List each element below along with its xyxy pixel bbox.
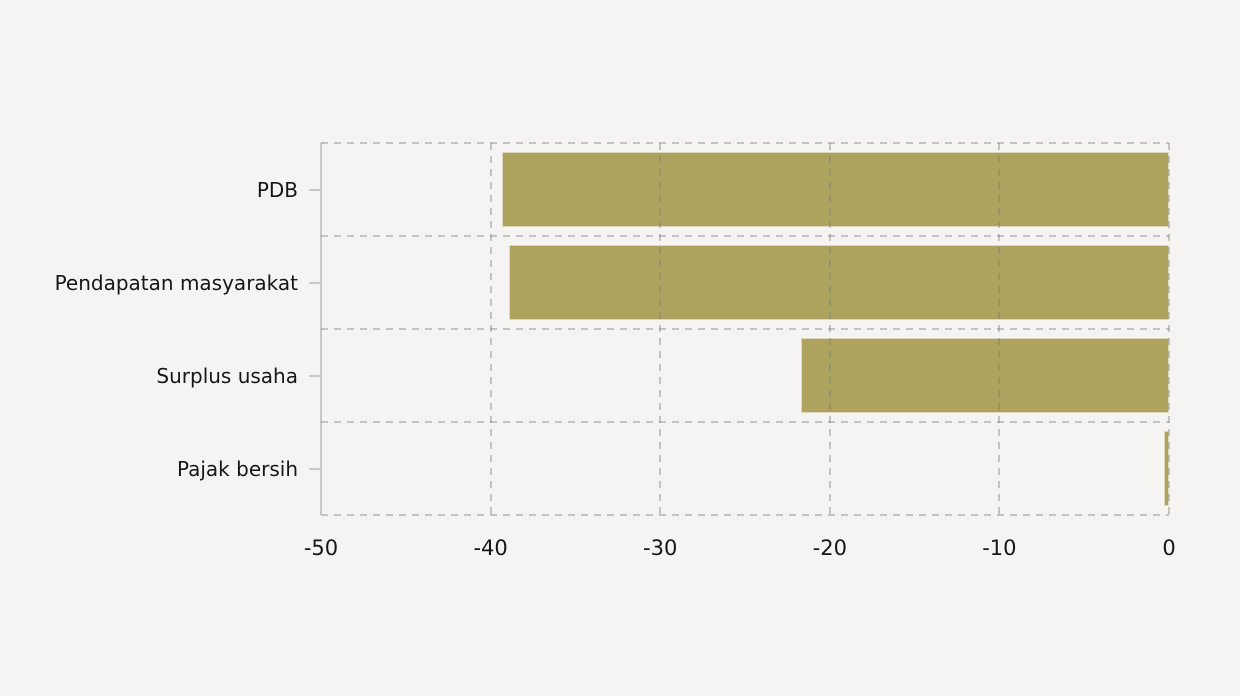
y-tick <box>309 467 321 470</box>
gridline-horizontal <box>321 235 1169 237</box>
bar-surplus-usaha <box>800 338 1169 413</box>
bar-pajak-bersih <box>1163 431 1169 506</box>
x-tick-label: -10 <box>982 536 1017 560</box>
gridline-horizontal <box>321 421 1169 423</box>
category-label-pendapatan-masyarakat: Pendapatan masyarakat <box>54 270 298 295</box>
x-tick-label: -20 <box>812 536 847 560</box>
y-tick <box>309 374 321 377</box>
x-tick-label: -30 <box>643 536 678 560</box>
bar-pendapatan-masyarakat <box>509 245 1169 320</box>
x-tick-label: 0 <box>1162 536 1176 560</box>
category-label-surplus-usaha: Surplus usaha <box>156 363 298 388</box>
gridline-vertical <box>659 143 662 515</box>
y-tick <box>309 281 321 284</box>
gridline-vertical <box>828 143 831 515</box>
category-label-pajak-bersih: Pajak bersih <box>176 456 298 481</box>
y-tick <box>309 188 321 191</box>
category-label-pdb: PDB <box>256 177 298 202</box>
gridline-vertical <box>489 143 492 515</box>
gridline-horizontal <box>321 514 1169 516</box>
plot-area <box>309 142 1170 516</box>
gridline-horizontal <box>321 142 1169 144</box>
gridline-vertical <box>1168 143 1170 515</box>
gridline-horizontal <box>321 328 1169 330</box>
bar-pdb <box>502 152 1169 227</box>
x-tick-label: -40 <box>473 536 508 560</box>
gridline-vertical <box>998 143 1001 515</box>
x-tick-label: -50 <box>303 536 339 560</box>
y-axis-line <box>320 143 322 515</box>
